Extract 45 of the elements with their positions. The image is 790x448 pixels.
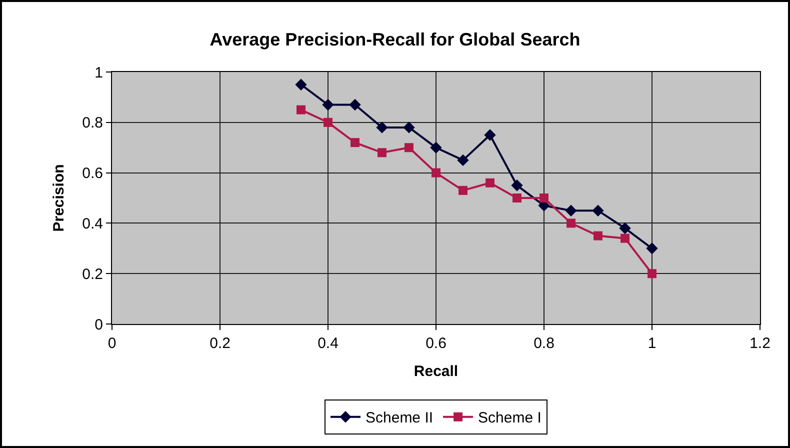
y-tick-label: 0.2	[82, 266, 103, 283]
x-tick-label: 0	[108, 335, 116, 352]
x-tick-label: 1	[648, 335, 656, 352]
x-tick-label: 0.2	[210, 335, 230, 352]
point	[511, 180, 523, 192]
point	[484, 129, 496, 141]
point	[566, 218, 576, 228]
x-axis-title: Recall	[414, 363, 458, 380]
point	[457, 154, 469, 166]
y-tick-label: 0.6	[82, 165, 103, 182]
point	[486, 178, 494, 188]
point	[620, 234, 630, 243]
point	[349, 98, 361, 111]
point	[378, 148, 386, 158]
point	[619, 222, 631, 234]
point	[404, 143, 414, 152]
x-tick-label: 1.2	[750, 335, 770, 352]
y-tick-label: 0.4	[82, 215, 103, 232]
point	[458, 186, 468, 195]
point	[646, 242, 658, 254]
point	[350, 138, 360, 148]
point	[403, 122, 415, 134]
point	[648, 269, 656, 278]
y-tick-label: 1	[94, 64, 103, 82]
point	[592, 204, 604, 216]
y-axis-title: Precision	[50, 164, 68, 232]
legend-label: Scheme I	[478, 410, 542, 427]
legend-label: Scheme II	[366, 410, 434, 427]
x-tick-label: 0.6	[426, 335, 446, 352]
point	[432, 168, 440, 178]
point	[324, 118, 332, 127]
chart-title: Average Precision-Recall for Global Search	[210, 30, 580, 50]
point	[295, 78, 307, 90]
point	[512, 194, 522, 202]
y-tick-label: 0	[94, 316, 103, 334]
y-tick-label: 0.8	[82, 114, 103, 132]
point	[296, 105, 306, 114]
x-tick-label: 0.4	[318, 335, 338, 352]
point	[565, 204, 577, 216]
point	[376, 122, 388, 134]
point	[594, 231, 602, 240]
point	[322, 98, 334, 111]
x-tick-label: 0.8	[534, 335, 554, 352]
point	[540, 194, 548, 202]
point	[430, 142, 442, 154]
